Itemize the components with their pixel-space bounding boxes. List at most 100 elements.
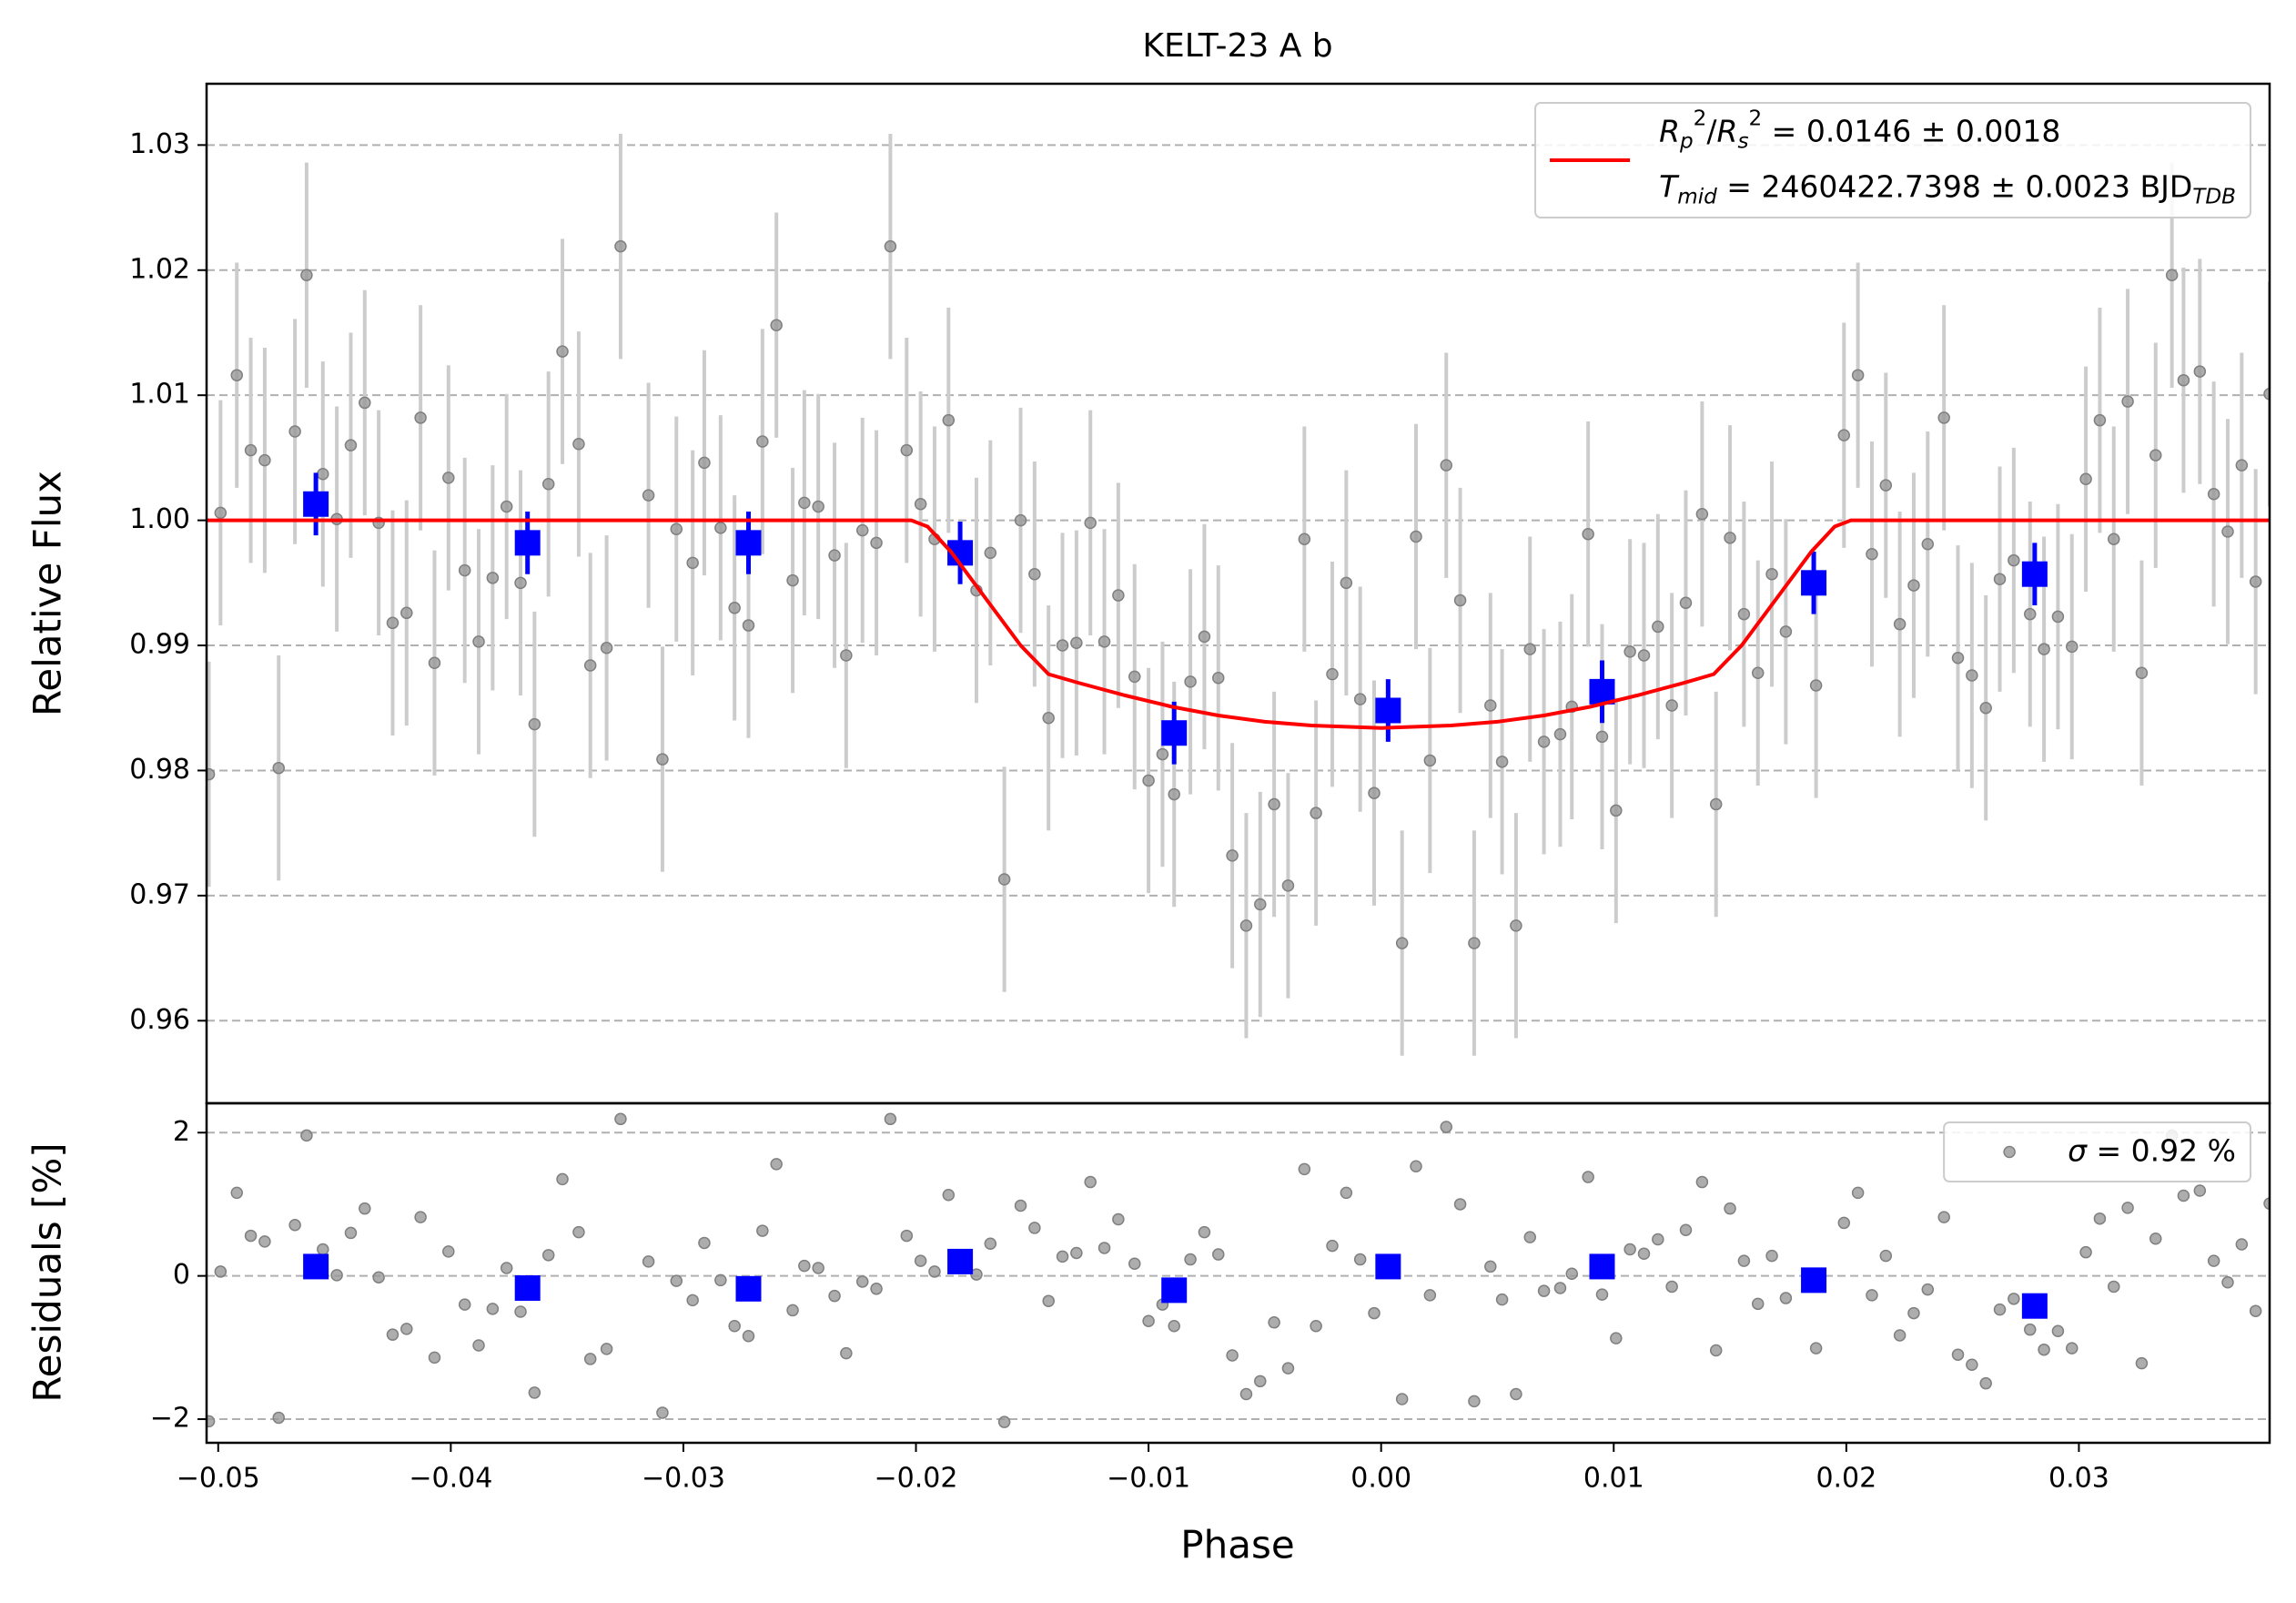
data-point (1937, 1211, 1950, 1223)
data-point (500, 1262, 513, 1274)
data-point (472, 635, 485, 648)
binned-point (735, 1275, 762, 1302)
data-point (2263, 1197, 2270, 1210)
data-point (1268, 1316, 1280, 1329)
data-point (1084, 516, 1097, 530)
data-point (614, 239, 627, 253)
data-point (1553, 1282, 1567, 1294)
data-point (698, 1236, 711, 1250)
data-point (1979, 1376, 1992, 1390)
data-point (1652, 620, 1664, 634)
data-point (1582, 527, 1594, 541)
data-point (1737, 1254, 1751, 1267)
data-point (614, 1112, 627, 1126)
data-point (1837, 429, 1851, 441)
data-point (1951, 1348, 1965, 1361)
data-point (2207, 1254, 2220, 1267)
y-tick-label: 1.02 (129, 253, 190, 285)
data-point (1142, 774, 1155, 787)
legend-text-part: 2 (1748, 107, 1762, 130)
legend-text-part: σ (2068, 1132, 2088, 1168)
data-point (1484, 1260, 1497, 1273)
data-point (1724, 532, 1736, 544)
binned-point (735, 530, 762, 556)
data-point (1523, 643, 1537, 655)
legend-label: Tmid = 2460422.7398 ± 0.0023 BJDTDB (1659, 168, 2236, 208)
data-point (2093, 1212, 2107, 1225)
data-point (1310, 1319, 1322, 1333)
data-point (2207, 487, 2220, 501)
data-point (1353, 693, 1367, 705)
data-point (928, 1265, 941, 1278)
data-point (1679, 596, 1693, 610)
data-point (207, 1415, 216, 1428)
data-point (1028, 1222, 1041, 1234)
data-point (1652, 1233, 1664, 1246)
data-point (1014, 1199, 1027, 1212)
series-group (207, 1112, 2270, 1428)
data-point (714, 1273, 727, 1287)
data-point (870, 1283, 883, 1295)
data-point (1537, 736, 1551, 748)
data-point (214, 506, 228, 520)
data-point (1168, 1319, 1180, 1333)
data-point (884, 239, 897, 253)
data-point (2193, 365, 2207, 378)
data-point (812, 500, 824, 513)
data-point (812, 1262, 824, 1274)
data-point (2108, 533, 2120, 545)
data-point (386, 1328, 400, 1341)
data-point (670, 522, 683, 535)
data-point (1921, 1283, 1935, 1296)
data-point (1014, 513, 1027, 527)
data-point (1510, 1387, 1522, 1401)
data-point (300, 1129, 313, 1142)
x-axis-label: Phase (1180, 1523, 1294, 1567)
data-point (1610, 1332, 1623, 1344)
data-point (1254, 1375, 1267, 1388)
data-point (2051, 1324, 2065, 1337)
data-point (1523, 1231, 1537, 1243)
data-point (2221, 1275, 2234, 1289)
axes-frame (205, 1101, 2271, 1445)
binned-point (1589, 1253, 1615, 1280)
data-point (900, 1229, 914, 1243)
data-point (1468, 1395, 1481, 1408)
data-point (1907, 1306, 1920, 1320)
binned-point (2021, 561, 2048, 587)
binned-point (1801, 1267, 1827, 1294)
data-point (1468, 937, 1481, 949)
data-point (742, 619, 755, 632)
data-point (870, 536, 883, 550)
data-point (583, 1353, 597, 1365)
data-point (770, 1158, 783, 1171)
data-point (1679, 1223, 1693, 1237)
data-point (344, 439, 358, 451)
data-point (756, 1224, 769, 1237)
data-point (1709, 797, 1723, 811)
data-point (1453, 1198, 1467, 1211)
data-point (272, 761, 285, 775)
data-point (1353, 1253, 1367, 1266)
data-point (1709, 1344, 1723, 1357)
data-point (1765, 567, 1778, 581)
data-point (514, 576, 527, 590)
y-tick-label: 1.01 (129, 379, 190, 411)
data-point (2165, 269, 2179, 282)
legend-text-part: R (1659, 113, 1680, 148)
data-point (656, 753, 669, 766)
data-point (1595, 730, 1609, 744)
data-point (2249, 1304, 2262, 1317)
data-point (1665, 699, 1678, 712)
data-point (442, 1245, 455, 1258)
data-point (300, 269, 313, 282)
data-point (728, 1319, 741, 1333)
data-point (1042, 711, 1055, 725)
data-point (2079, 1245, 2092, 1259)
data-point (1410, 1160, 1422, 1172)
data-point (1893, 617, 1907, 631)
data-point (288, 425, 301, 438)
data-point (1254, 898, 1267, 911)
x-tick-label: −0.02 (875, 1463, 958, 1495)
